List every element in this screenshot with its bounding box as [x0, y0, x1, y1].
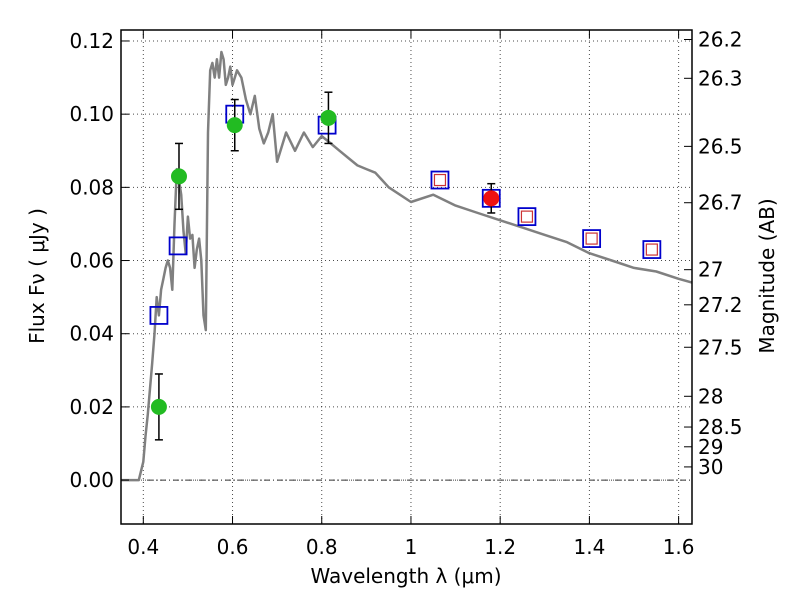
right-tick-label: 26.5 — [698, 134, 743, 158]
x-tick-label: 0.6 — [217, 535, 249, 559]
model-photometry-square — [430, 170, 450, 190]
model-photometry-inner-square — [585, 232, 598, 245]
model-photometry-square — [168, 236, 188, 256]
observed-point — [320, 109, 337, 126]
x-tick-label: 1.2 — [484, 535, 516, 559]
right-axis-label: Magnitude (AB) — [755, 198, 779, 353]
x-tick-label: 1 — [405, 535, 418, 559]
axis-ticks — [121, 30, 692, 524]
model-photometry-square — [517, 207, 537, 227]
x-tick-label: 1.4 — [573, 535, 605, 559]
x-tick-label: 1.6 — [663, 535, 695, 559]
observed-point — [483, 190, 500, 207]
right-tick-label: 28 — [698, 384, 723, 408]
right-tick-label: 26.7 — [698, 191, 743, 215]
plot-area — [121, 50, 692, 482]
series-open-square — [149, 104, 662, 325]
observed-point — [226, 117, 243, 134]
observed-point — [170, 168, 187, 185]
x-tick-labels: 0.4 0.6 0.8 1 1.2 1.4 1.6 — [127, 535, 694, 559]
y-tick-label: 0.08 — [69, 175, 114, 199]
model-photometry-square — [582, 229, 602, 248]
model-photometry-inner-square — [433, 173, 447, 187]
series-line — [121, 50, 692, 482]
series-filled-circle — [150, 91, 337, 441]
right-tick-label: 27 — [698, 258, 723, 282]
model-photometry-square — [642, 240, 662, 259]
model-photometry-inner-square — [520, 210, 534, 223]
right-tick-label: 27.5 — [698, 335, 743, 359]
model-photometry-inner-square — [645, 243, 658, 256]
model-sed-line — [121, 50, 692, 482]
y-tick-label: 0.06 — [69, 249, 114, 273]
right-tick-label: 27.2 — [698, 293, 743, 317]
y-axis-label: Flux Fν ( μJy ) — [25, 208, 49, 344]
y-tick-label: 0.04 — [69, 322, 114, 346]
series-inner-square — [433, 173, 658, 256]
right-tick-label: 28.5 — [698, 415, 743, 439]
x-axis-label: Wavelength λ (μm) — [310, 564, 501, 588]
y-tick-label: 0.00 — [69, 468, 114, 492]
right-tick-label: 30 — [698, 455, 723, 479]
y-tick-labels: 0.00 0.02 0.04 0.06 0.08 0.10 0.12 — [69, 29, 114, 492]
model-photometry-square — [149, 306, 169, 325]
y-tick-label: 0.10 — [69, 102, 114, 126]
y-tick-label: 0.12 — [69, 29, 114, 53]
right-tick-label: 26.2 — [698, 28, 743, 52]
observed-point — [150, 398, 167, 415]
x-tick-label: 0.8 — [306, 535, 338, 559]
plot-frame — [120, 29, 693, 525]
right-tick-label: 29 — [698, 435, 723, 459]
right-tick-label: 26.3 — [698, 66, 743, 90]
y-tick-label: 0.02 — [69, 395, 114, 419]
series-filled-circle — [483, 182, 500, 214]
x-tick-label: 0.4 — [127, 535, 159, 559]
